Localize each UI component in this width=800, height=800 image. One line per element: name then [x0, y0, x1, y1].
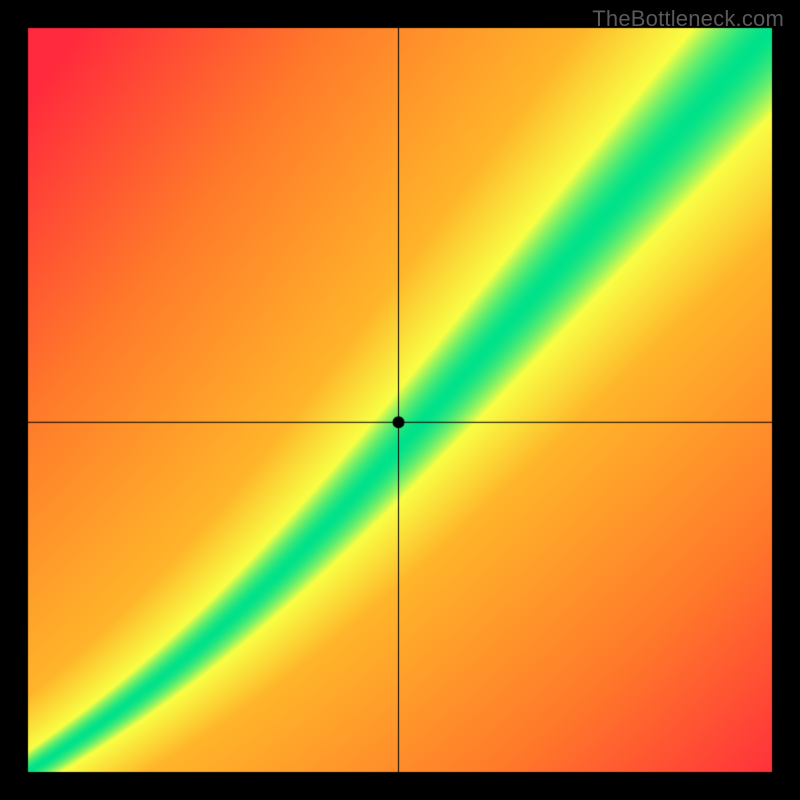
- chart-container: TheBottleneck.com: [0, 0, 800, 800]
- bottleneck-heatmap: [0, 0, 800, 800]
- watermark-text: TheBottleneck.com: [592, 6, 784, 32]
